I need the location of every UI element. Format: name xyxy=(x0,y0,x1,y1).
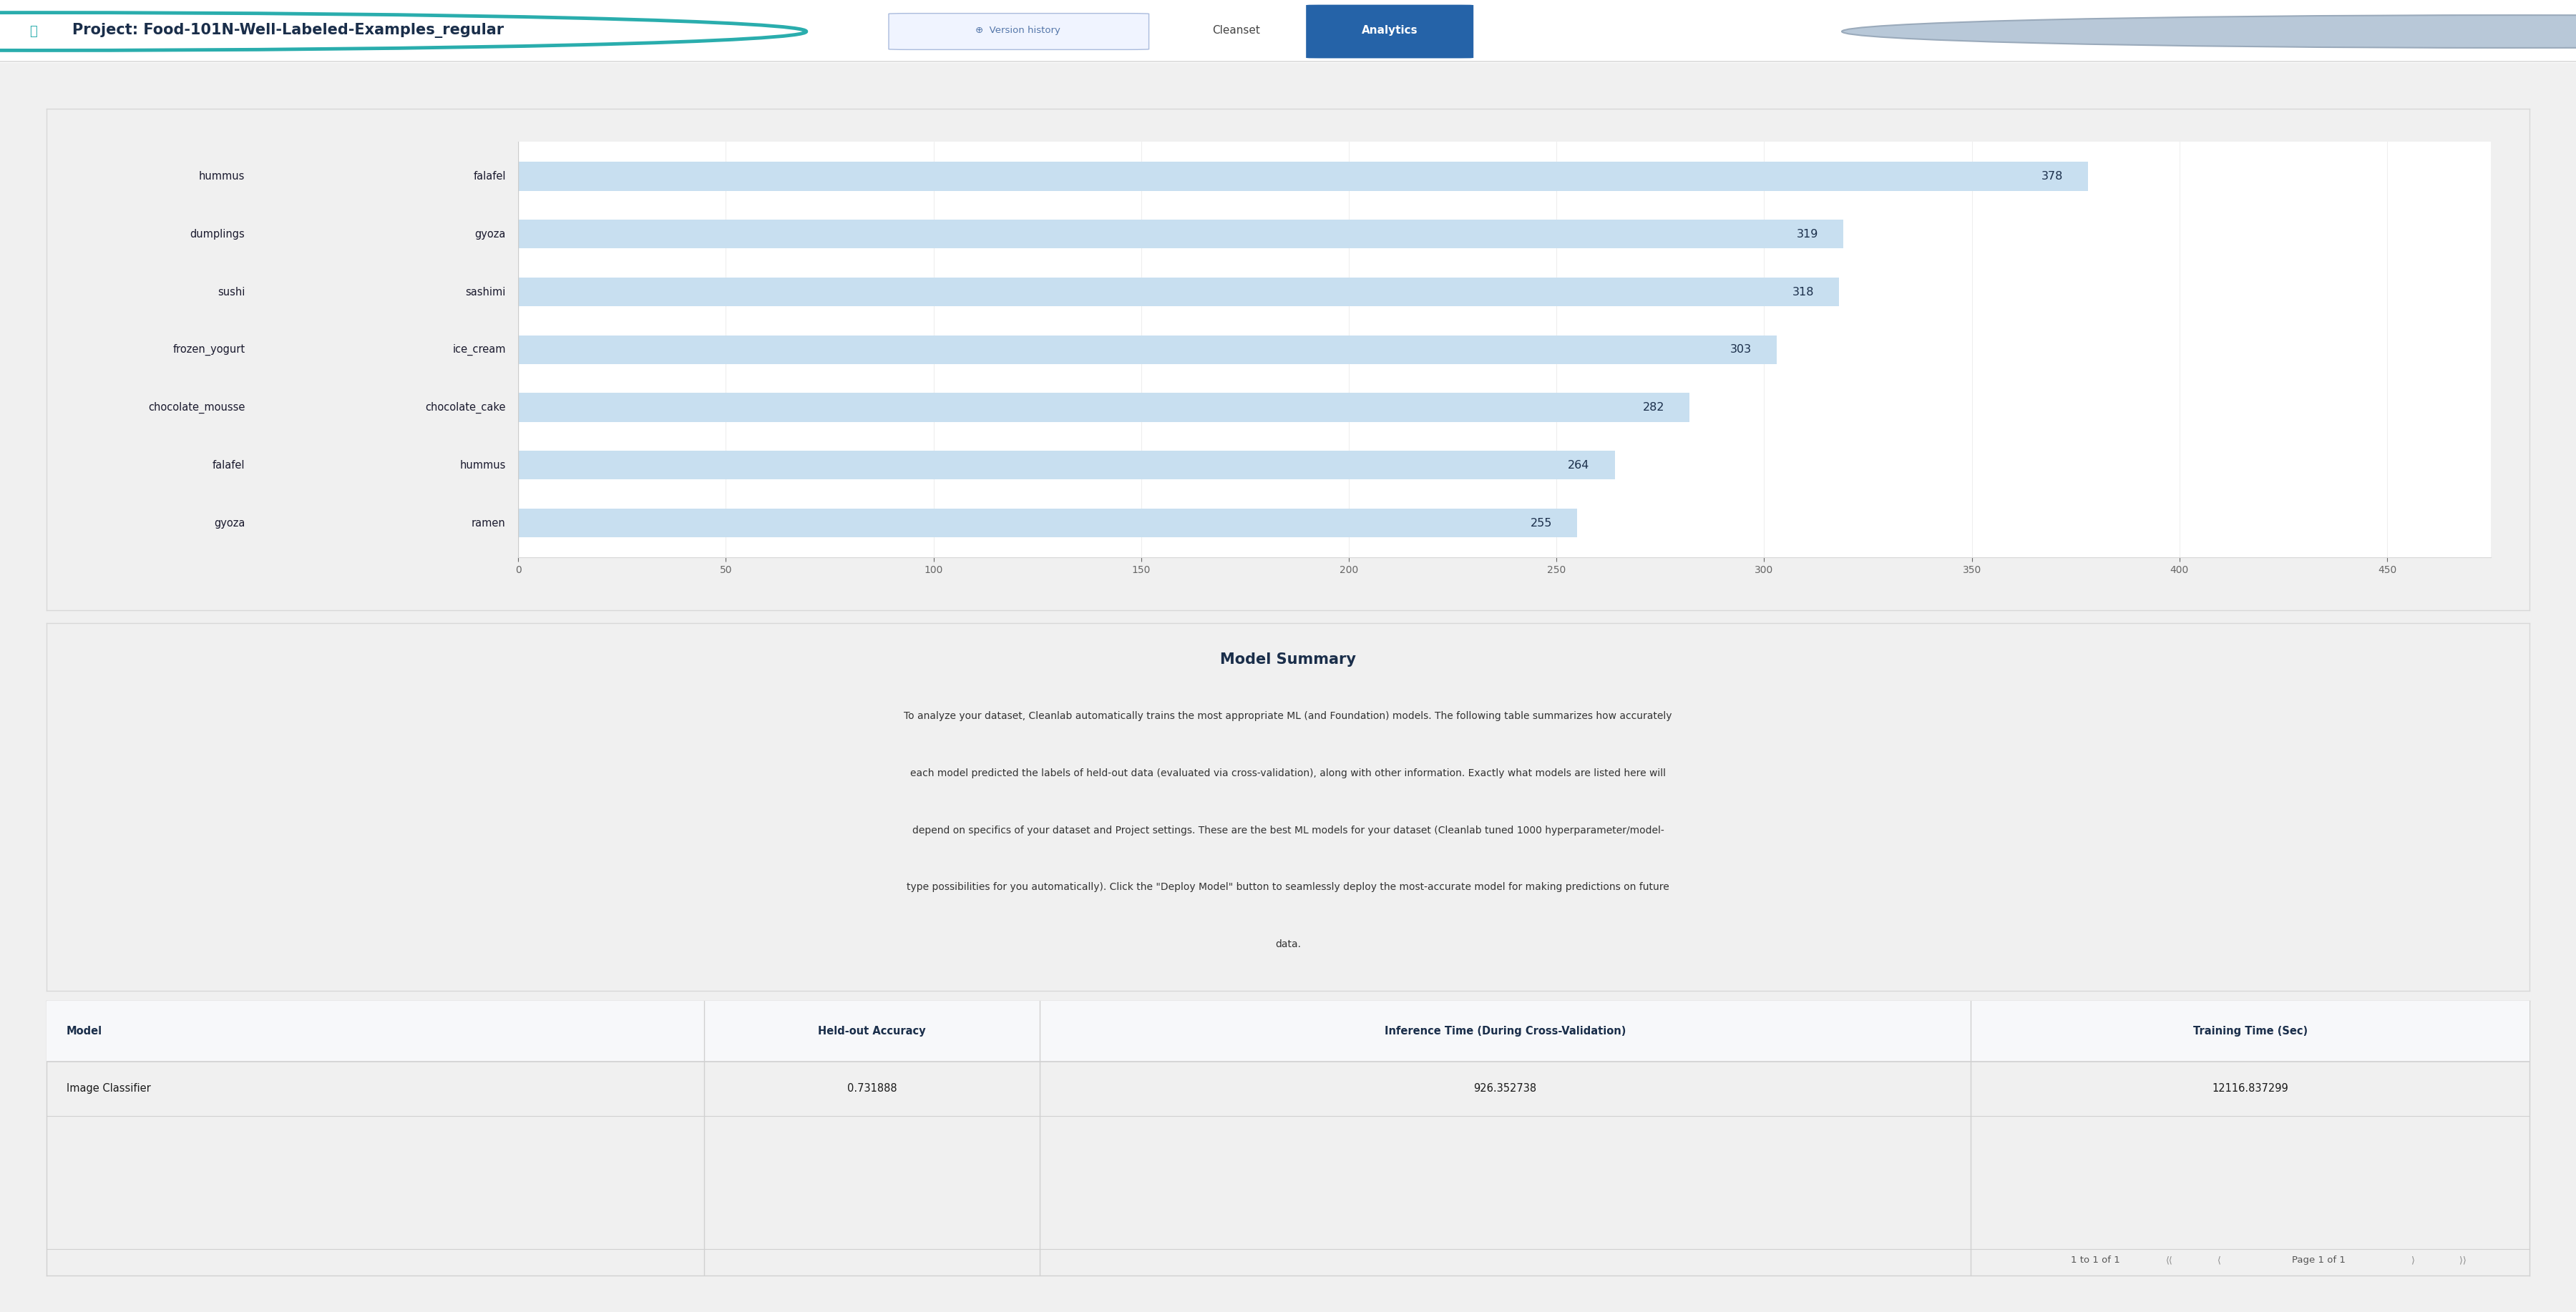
Text: ⟩: ⟩ xyxy=(2411,1256,2414,1265)
Bar xyxy=(518,161,2089,190)
Text: data.: data. xyxy=(1275,939,1301,949)
Text: Support: Support xyxy=(2241,25,2285,35)
Text: Model: Model xyxy=(67,1026,103,1036)
Text: sushi: sushi xyxy=(216,286,245,298)
Text: each model predicted the labels of held-out data (evaluated via cross-validation: each model predicted the labels of held-… xyxy=(909,769,1667,778)
Circle shape xyxy=(1842,16,2576,47)
Text: depend on specifics of your dataset and Project settings. These are the best ML : depend on specifics of your dataset and … xyxy=(912,825,1664,836)
Text: hummus: hummus xyxy=(459,459,505,471)
Text: ramen: ramen xyxy=(471,517,505,529)
Bar xyxy=(518,509,1577,538)
Text: Held-out Accuracy: Held-out Accuracy xyxy=(819,1026,925,1036)
Text: 282: 282 xyxy=(1643,401,1664,413)
Text: falafel: falafel xyxy=(474,171,505,182)
Text: Documentation: Documentation xyxy=(2117,25,2202,35)
Text: falafel: falafel xyxy=(211,459,245,471)
Text: Analytics: Analytics xyxy=(1363,25,1417,35)
Text: hummus: hummus xyxy=(198,171,245,182)
Text: Model Summary: Model Summary xyxy=(1221,652,1355,666)
FancyBboxPatch shape xyxy=(889,13,1149,50)
Text: ⟨⟨: ⟨⟨ xyxy=(2166,1256,2174,1265)
Text: 255: 255 xyxy=(1530,517,1553,529)
Text: 378: 378 xyxy=(2040,171,2063,182)
Text: Guide: Guide xyxy=(2014,25,2048,35)
Bar xyxy=(518,277,1839,306)
Text: dumplings: dumplings xyxy=(191,228,245,240)
Text: 1 to 1 of 1: 1 to 1 of 1 xyxy=(2071,1256,2120,1265)
Text: frozen_yogurt: frozen_yogurt xyxy=(173,344,245,356)
Bar xyxy=(518,451,1615,480)
Text: To analyze your dataset, Cleanlab automatically trains the most appropriate ML (: To analyze your dataset, Cleanlab automa… xyxy=(904,711,1672,722)
Text: chocolate_mousse: chocolate_mousse xyxy=(149,401,245,413)
Text: Image Classifier: Image Classifier xyxy=(67,1084,149,1094)
Text: type possibilities for you automatically). Click the "Deploy Model" button to se: type possibilities for you automatically… xyxy=(907,882,1669,892)
Bar xyxy=(518,219,1842,248)
Text: chocolate_cake: chocolate_cake xyxy=(425,401,505,413)
Text: ⟩⟩: ⟩⟩ xyxy=(2460,1256,2465,1265)
Text: 🌙: 🌙 xyxy=(2445,24,2450,37)
Text: 926.352738: 926.352738 xyxy=(1473,1084,1538,1094)
Bar xyxy=(518,394,1690,422)
Text: 264: 264 xyxy=(1569,459,1589,471)
Text: 319: 319 xyxy=(1795,228,1819,240)
Text: Page 1 of 1: Page 1 of 1 xyxy=(2293,1256,2344,1265)
Text: ice_cream: ice_cream xyxy=(453,344,505,356)
Text: Cleanset: Cleanset xyxy=(1213,25,1260,35)
Text: Inference Time (During Cross-Validation): Inference Time (During Cross-Validation) xyxy=(1383,1026,1625,1036)
Text: 318: 318 xyxy=(1793,286,1814,298)
Text: ⏱: ⏱ xyxy=(31,25,36,38)
FancyBboxPatch shape xyxy=(1306,5,1473,58)
Text: 303: 303 xyxy=(1731,344,1752,356)
Text: ⟨: ⟨ xyxy=(2218,1256,2221,1265)
FancyBboxPatch shape xyxy=(46,1001,2530,1061)
Text: Project: Food-101N-Well-Labeled-Examples_regular: Project: Food-101N-Well-Labeled-Examples… xyxy=(72,22,505,38)
Text: sashimi: sashimi xyxy=(466,286,505,298)
Text: 0.731888: 0.731888 xyxy=(848,1084,896,1094)
Bar xyxy=(518,335,1777,365)
Text: gyoza: gyoza xyxy=(474,228,505,240)
Text: ⊕  Version history: ⊕ Version history xyxy=(974,25,1061,35)
Text: Training Time (Sec): Training Time (Sec) xyxy=(2192,1026,2308,1036)
Text: gyoza: gyoza xyxy=(214,517,245,529)
FancyBboxPatch shape xyxy=(0,0,2576,63)
Text: 12116.837299: 12116.837299 xyxy=(2213,1084,2287,1094)
